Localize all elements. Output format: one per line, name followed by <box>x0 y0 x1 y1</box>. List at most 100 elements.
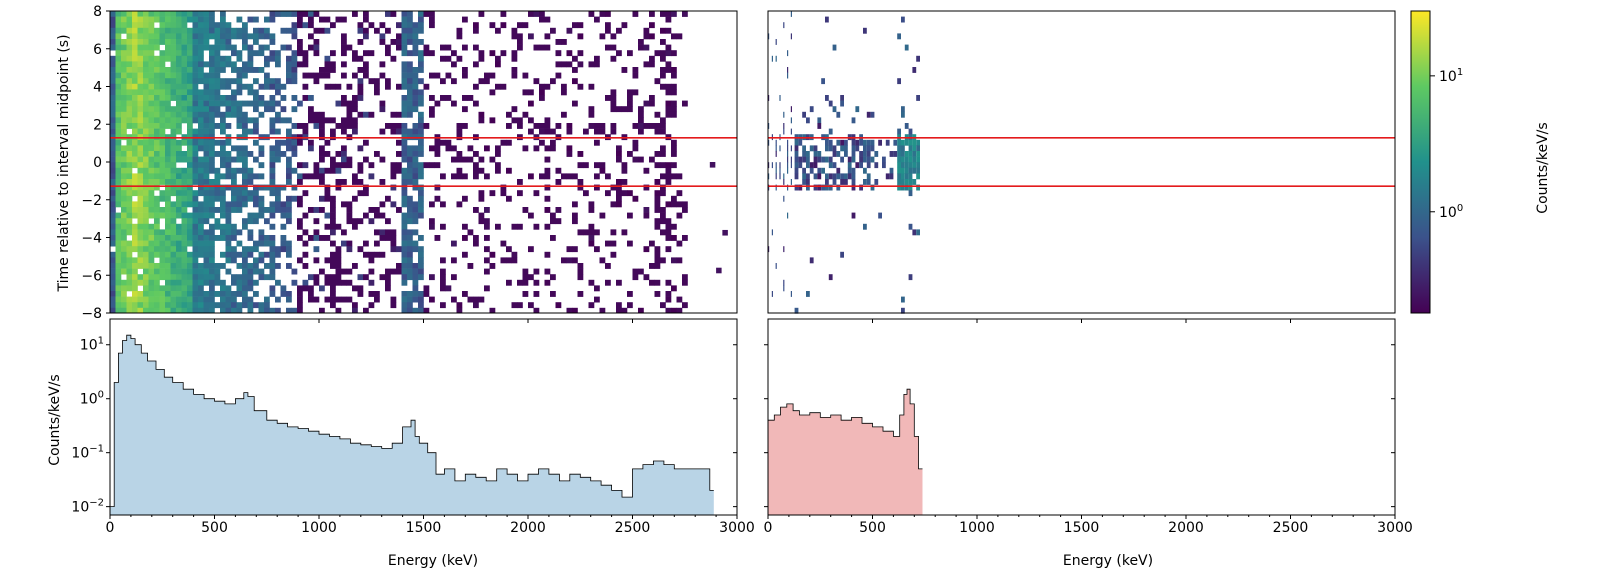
waterfall-cell <box>775 173 777 180</box>
waterfall-cell <box>286 218 292 225</box>
waterfall-cell <box>247 128 254 135</box>
waterfall-cell <box>817 173 822 180</box>
waterfall-cell <box>258 67 265 73</box>
x-tick-label: 500 <box>201 520 228 536</box>
waterfall-cell <box>275 190 281 197</box>
waterfall-cell <box>159 296 166 303</box>
waterfall-cell <box>779 145 781 152</box>
waterfall-cell <box>231 50 237 57</box>
waterfall-cell <box>407 246 413 253</box>
waterfall-cell <box>859 156 863 163</box>
waterfall-cell <box>269 179 276 185</box>
waterfall-cell <box>599 167 606 174</box>
waterfall-cell <box>110 78 116 85</box>
waterfall-cell <box>132 257 138 264</box>
waterfall-cell <box>286 195 292 202</box>
waterfall-cell <box>143 235 149 241</box>
waterfall-cell <box>302 123 309 129</box>
waterfall-cell <box>126 212 133 219</box>
waterfall-cell <box>165 72 171 79</box>
waterfall-cell <box>231 67 237 73</box>
waterfall-cell <box>390 55 397 62</box>
waterfall-cell <box>517 39 523 45</box>
waterfall-cell <box>214 22 221 29</box>
waterfall-cell <box>901 16 905 23</box>
waterfall-cell <box>412 173 419 180</box>
waterfall-cell <box>154 145 160 152</box>
waterfall-cell <box>385 268 391 275</box>
waterfall-cell <box>665 27 672 34</box>
waterfall-cell <box>170 291 177 297</box>
waterfall-cell <box>346 296 353 303</box>
waterfall-cell <box>401 291 408 297</box>
waterfall-cell <box>319 307 325 313</box>
waterfall-cell <box>341 151 347 157</box>
waterfall-cell <box>412 246 419 253</box>
waterfall-cell <box>790 128 792 135</box>
waterfall-cell <box>187 11 193 17</box>
waterfall-cell <box>599 162 606 169</box>
waterfall-cell <box>407 263 413 269</box>
waterfall-cell <box>203 257 210 264</box>
waterfall-cell <box>220 302 226 309</box>
waterfall-cell <box>352 179 358 185</box>
waterfall-cell <box>143 274 149 281</box>
waterfall-cell <box>588 83 595 90</box>
waterfall-cell <box>242 145 248 152</box>
waterfall-cell <box>187 251 193 258</box>
waterfall-cell <box>308 235 314 241</box>
waterfall-cell <box>126 218 133 225</box>
waterfall-cell <box>401 240 408 247</box>
waterfall-cell <box>916 55 920 62</box>
waterfall-cell <box>132 117 138 124</box>
waterfall-cell <box>286 162 292 169</box>
waterfall-cell <box>280 95 287 101</box>
waterfall-cell <box>821 167 825 174</box>
waterfall-cell <box>236 111 243 118</box>
waterfall-cell <box>115 218 122 225</box>
waterfall-cell <box>341 100 347 107</box>
waterfall-cell <box>137 156 144 163</box>
waterfall-cell <box>121 291 127 297</box>
waterfall-cell <box>220 67 226 73</box>
waterfall-cell <box>115 67 122 73</box>
waterfall-cell <box>126 162 133 169</box>
waterfall-cell <box>467 95 474 101</box>
waterfall-cell <box>916 167 920 174</box>
waterfall-cell <box>418 201 424 208</box>
waterfall-cell <box>412 33 419 40</box>
waterfall-cell <box>572 100 578 107</box>
waterfall-cell <box>407 78 413 85</box>
waterfall-cell <box>859 184 863 191</box>
waterfall-cell <box>555 179 562 185</box>
waterfall-cell <box>654 246 661 253</box>
waterfall-cell <box>363 251 369 258</box>
waterfall-cell <box>242 184 248 191</box>
waterfall-cell <box>154 212 160 219</box>
waterfall-cell <box>121 11 127 17</box>
waterfall-cell <box>154 167 160 174</box>
waterfall-cell <box>522 89 529 96</box>
waterfall-cell <box>159 167 166 174</box>
waterfall-cell <box>203 302 210 309</box>
waterfall-cell <box>165 16 171 23</box>
waterfall-cell <box>203 27 210 34</box>
waterfall-cell <box>467 296 474 303</box>
waterfall-cell <box>783 285 785 292</box>
waterfall-cell <box>154 229 160 236</box>
waterfall-cell <box>291 279 298 286</box>
waterfall-cell <box>214 274 221 281</box>
waterfall-cell <box>269 117 276 124</box>
waterfall-cell <box>253 89 259 96</box>
waterfall-cell <box>533 279 540 286</box>
waterfall-cell <box>840 95 844 101</box>
waterfall-cell <box>828 156 833 163</box>
waterfall-cell <box>407 179 413 185</box>
waterfall-cell <box>159 11 166 17</box>
waterfall-cell <box>341 162 347 169</box>
waterfall-cell <box>790 145 792 152</box>
waterfall-cell <box>286 240 292 247</box>
waterfall-cell <box>660 145 666 152</box>
waterfall-cell <box>165 190 171 197</box>
waterfall-cell <box>121 235 127 241</box>
